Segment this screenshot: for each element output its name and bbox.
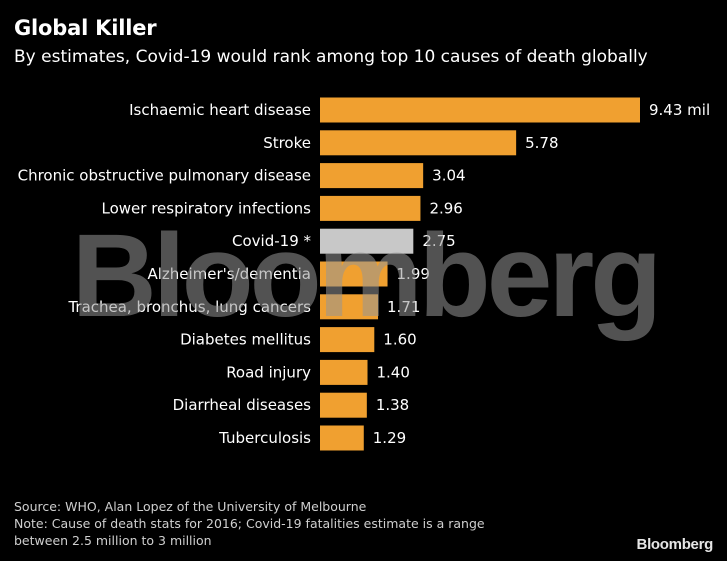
bar	[320, 163, 424, 189]
bar	[320, 327, 375, 353]
value-label: 3.04	[432, 167, 465, 185]
bar	[320, 294, 379, 320]
category-label: Stroke	[263, 134, 311, 152]
category-label: Road injury	[226, 363, 311, 381]
value-label: 2.96	[429, 199, 462, 217]
value-label: 2.75	[422, 232, 455, 250]
value-label: 1.71	[387, 298, 420, 316]
value-label: 1.99	[397, 265, 430, 283]
bar	[320, 97, 640, 123]
category-label: Chronic obstructive pulmonary disease	[18, 167, 311, 185]
bar	[320, 425, 364, 451]
category-label: Alzheimer's/dementia	[147, 265, 311, 283]
note-text-line-2: between 2.5 million to 3 million	[14, 533, 212, 548]
source-text: Source: WHO, Alan Lopez of the Universit…	[14, 499, 367, 514]
value-label: 5.78	[525, 134, 558, 152]
bar	[320, 228, 414, 254]
bar	[320, 359, 368, 385]
category-label: Diabetes mellitus	[180, 331, 311, 349]
bar	[320, 195, 421, 221]
value-label: 1.40	[377, 363, 410, 381]
value-label: 1.60	[383, 331, 416, 349]
bar	[320, 392, 367, 418]
category-label: Lower respiratory infections	[102, 199, 312, 217]
bloomberg-logo: Bloomberg	[636, 536, 714, 553]
category-label: Trachea, bronchus, lung cancers	[67, 298, 311, 316]
value-label: 1.29	[373, 429, 406, 447]
chart-title: Global Killer	[14, 16, 157, 40]
chart-subtitle: By estimates, Covid-19 would rank among …	[14, 47, 648, 67]
category-label: Covid-19 *	[232, 232, 311, 250]
category-label: Ischaemic heart disease	[129, 101, 311, 119]
note-text-line-1: Note: Cause of death stats for 2016; Cov…	[14, 516, 485, 531]
bar	[320, 130, 517, 156]
bar	[320, 261, 388, 287]
value-label: 1.38	[376, 396, 409, 414]
category-label: Diarrheal diseases	[173, 396, 312, 414]
value-label: 9.43 mil	[649, 101, 710, 119]
category-label: Tuberculosis	[218, 429, 311, 447]
chart-footer: Source: WHO, Alan Lopez of the Universit…	[14, 498, 485, 549]
